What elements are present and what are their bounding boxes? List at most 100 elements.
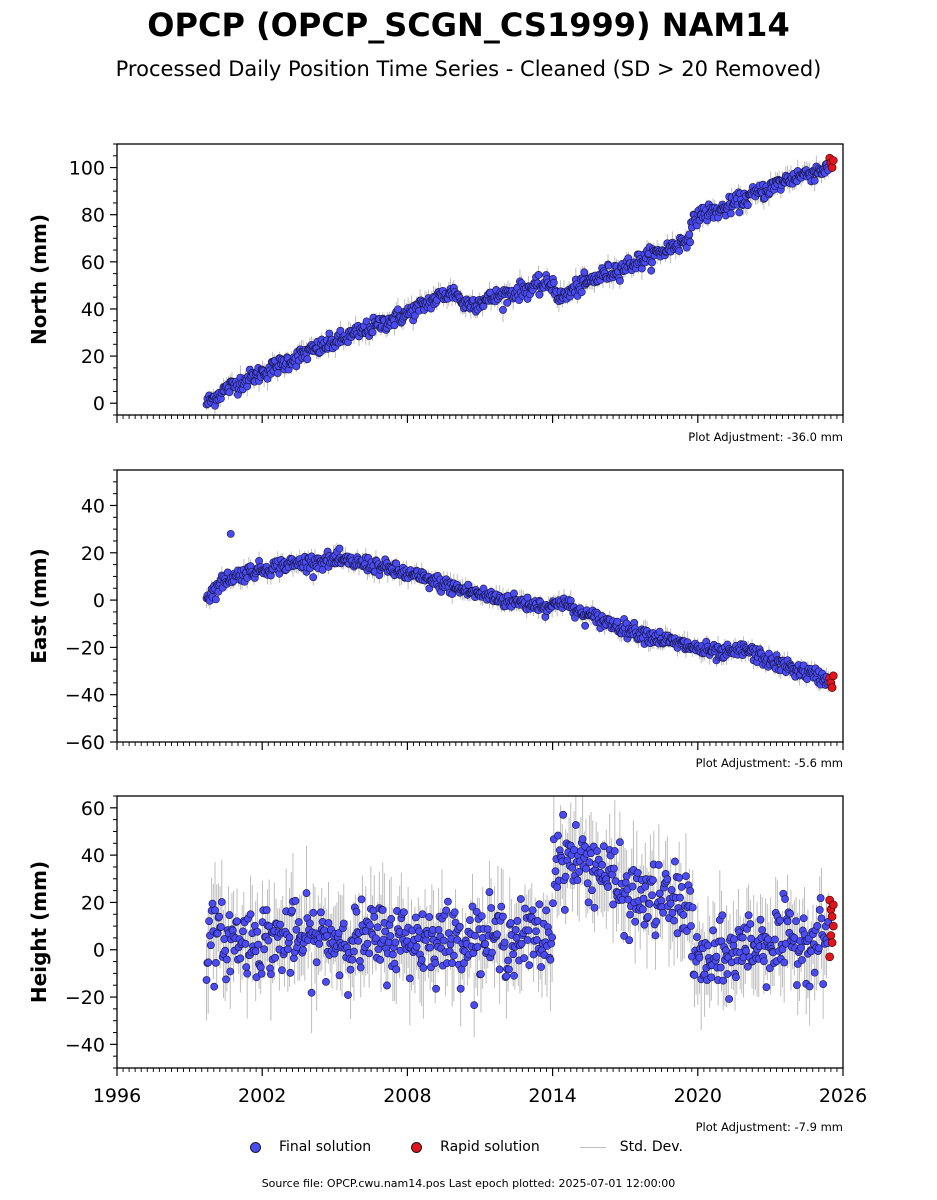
final-point [373,923,382,932]
final-point [815,906,824,914]
final-point [783,917,792,926]
final-point [588,886,596,895]
final-point [615,838,624,847]
final-point [466,916,474,925]
rapid-marker-icon [411,1141,423,1153]
y-tick-label: 40 [81,845,105,867]
final-point [511,926,520,934]
final-point [488,948,496,957]
axes-frame [116,143,844,416]
x-tick-label: 2008 [383,1085,431,1107]
plot-area [202,153,838,415]
final-point [256,963,265,972]
page-subtitle: Processed Daily Position Time Series - C… [115,57,822,81]
final-point [575,867,584,876]
final-point [217,923,225,931]
y-tick-label: −40 [65,685,105,707]
final-point [222,975,230,984]
final-point [598,860,606,869]
final-point [309,573,318,582]
final-point [260,945,269,954]
final-point [648,891,656,900]
final-point [548,933,557,942]
final-point [278,966,286,975]
final-point [365,949,374,958]
final-point [309,908,318,917]
y-tick-label: 20 [81,543,105,565]
final-point [639,894,648,903]
final-point [264,936,273,945]
final-point [500,938,509,947]
final-point [638,905,647,914]
legend-label-rapid: Rapid solution [440,1139,540,1155]
final-point [362,317,371,326]
final-point [580,268,589,277]
final-point [609,900,617,909]
y-tick-label: −40 [65,1034,105,1056]
final-point [442,906,451,915]
final-point [425,913,434,921]
final-point [211,958,220,967]
final-point [686,886,695,895]
final-point [780,958,789,967]
final-point [211,595,220,604]
final-point [655,889,664,898]
source-caption: Source file: OPCP.cwu.nam14.pos Last epo… [261,1177,676,1190]
final-point [738,933,747,942]
final-point [286,968,295,977]
final-point [599,842,608,851]
final-point [667,886,676,894]
final-point [334,929,343,938]
final-point [790,933,799,942]
chart-panel-1: 0 20 40 60 80 100 North (mm) Plot Adjustment: -… [27,143,844,444]
final-point [457,965,466,974]
final-point [762,983,771,992]
y-tick-label: 100 [69,158,105,180]
final-point [668,908,677,917]
final-point [303,355,312,364]
final-point [254,940,263,949]
rapid-point [829,671,838,681]
final-point [460,959,468,967]
final-point [294,918,303,926]
final-point [723,970,732,978]
final-point [495,965,504,974]
final-point [666,899,675,908]
final-point [417,955,426,964]
final-point [525,961,534,970]
final-point [394,305,402,314]
y-tick-label: 60 [81,252,105,274]
y-tick-label: −20 [65,987,105,1009]
final-point [677,883,686,891]
final-point [350,947,358,956]
final-point [477,912,486,921]
final-point [292,925,301,934]
final-point [535,290,544,299]
final-point [735,208,744,217]
final-point [267,970,275,979]
final-point [743,201,752,210]
final-point [253,927,262,936]
final-point [682,927,691,935]
final-point [348,955,357,964]
rapid-point [829,900,838,910]
chart-panel-2: −60 −40 −20 0 20 40 East (mm) Plot Adjustment: … [27,469,844,770]
final-point [283,945,292,954]
final-point [257,969,266,978]
final-point [746,920,755,928]
final-point [535,900,544,909]
final-point [368,328,377,337]
final-point [523,936,532,944]
final-point [633,868,642,877]
final-point [792,981,801,989]
final-point [693,933,701,941]
final-point [370,912,379,921]
final-point [690,971,699,979]
final-point [631,917,640,926]
legend-item-final: Final solution [250,1139,371,1155]
final-point [324,919,333,927]
x-tick-label: 1996 [93,1085,141,1107]
final-point [770,935,779,944]
final-point [509,950,518,959]
final-point [352,907,361,916]
